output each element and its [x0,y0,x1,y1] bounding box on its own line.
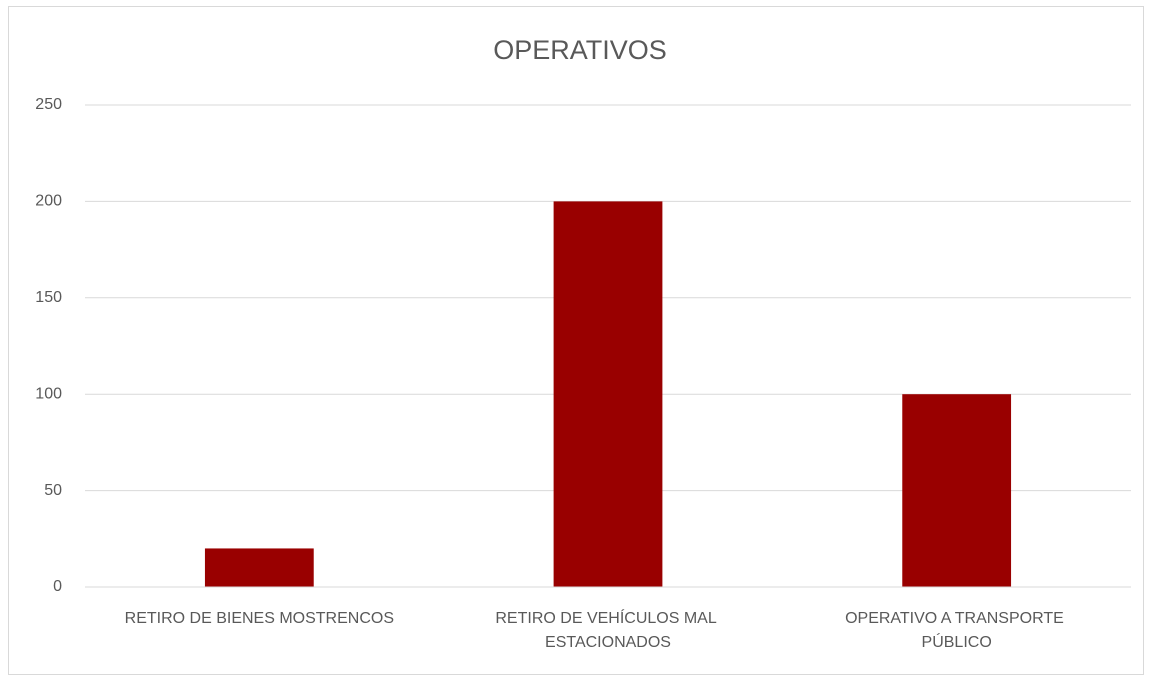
y-tick-label: 150 [35,289,62,306]
y-tick-label: 0 [53,578,62,595]
bar [204,548,314,587]
y-tick-label: 50 [44,482,62,499]
y-tick-label: 250 [35,96,62,113]
x-tick-label: RETIRO DE VEHÍCULOS MAL ESTACIONADOS [495,608,720,651]
bar [553,201,663,587]
bar [902,394,1012,587]
y-tick-label: 200 [35,193,62,210]
x-tick-label: OPERATIVO A TRANSPORTE PÚBLICO [845,610,1068,651]
y-tick-label: 100 [35,385,62,402]
chart-title: OPERATIVOS [493,35,667,65]
x-tick-label: RETIRO DE BIENES MOSTRENCOS [125,610,394,627]
